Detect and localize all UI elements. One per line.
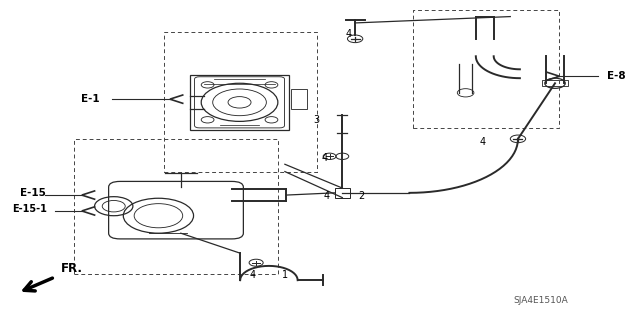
Text: 1: 1 bbox=[282, 271, 288, 280]
Text: 4: 4 bbox=[323, 191, 330, 201]
Text: 4: 4 bbox=[250, 271, 256, 280]
Text: SJA4E1510A: SJA4E1510A bbox=[513, 296, 568, 305]
Text: E-15: E-15 bbox=[20, 188, 45, 198]
Text: 4: 4 bbox=[480, 137, 486, 147]
Text: E-8: E-8 bbox=[607, 71, 626, 81]
Text: 3: 3 bbox=[314, 115, 320, 125]
Text: 2: 2 bbox=[358, 191, 365, 201]
Text: E-15-1: E-15-1 bbox=[12, 204, 47, 214]
Text: FR.: FR. bbox=[61, 263, 83, 275]
Bar bbox=[542, 80, 568, 86]
Text: 4: 4 bbox=[322, 153, 328, 163]
Bar bbox=[335, 188, 350, 197]
Text: 4: 4 bbox=[346, 29, 352, 39]
Bar bbox=[291, 89, 307, 109]
Text: E-1: E-1 bbox=[81, 94, 100, 104]
Bar bbox=[190, 75, 289, 130]
